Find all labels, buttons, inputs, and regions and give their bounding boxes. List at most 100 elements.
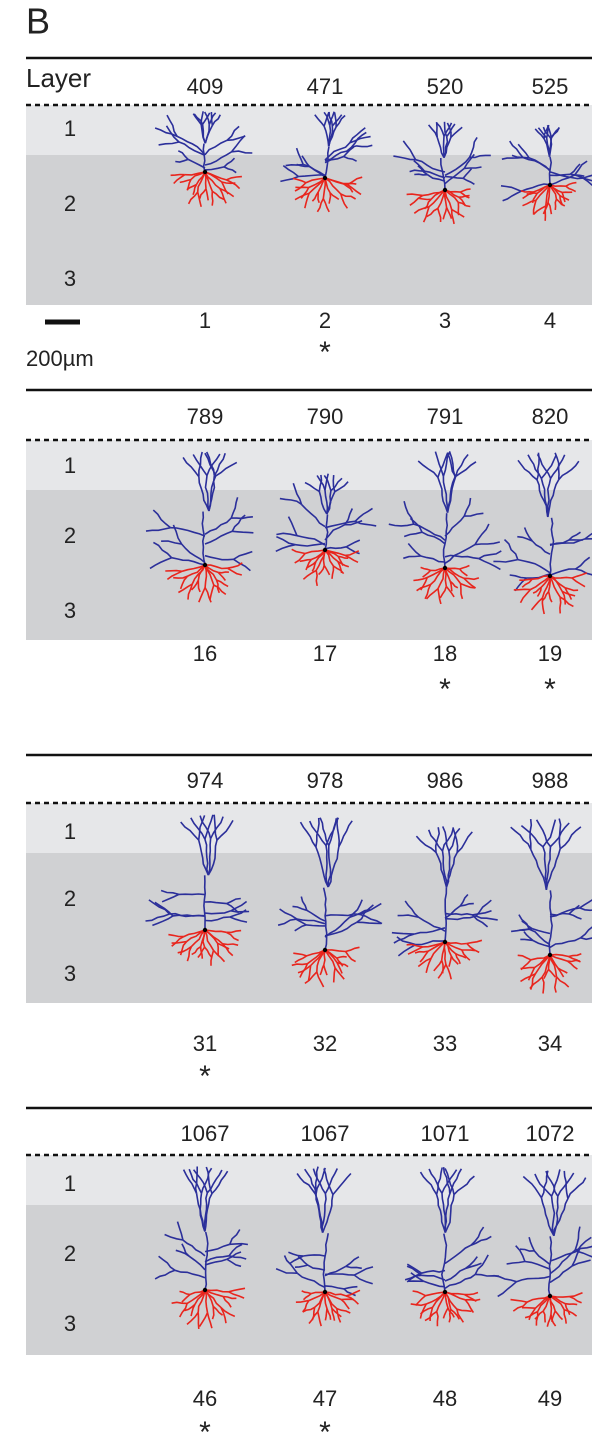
- layer-label: 2: [64, 886, 76, 911]
- layer-1-band: [26, 803, 592, 853]
- dendrite: [437, 1312, 438, 1327]
- dendrite: [286, 165, 304, 166]
- soma: [203, 928, 207, 932]
- soma: [323, 176, 327, 180]
- depth-label: 1072: [526, 1121, 575, 1146]
- layer-2-3-band: [26, 155, 592, 305]
- depth-label: 1067: [301, 1121, 350, 1146]
- soma: [443, 188, 447, 192]
- depth-label: 986: [427, 768, 464, 793]
- layer-1-band: [26, 105, 592, 155]
- cell-id: 48: [433, 1386, 457, 1411]
- dendrite: [522, 1308, 535, 1309]
- soma: [443, 1290, 447, 1294]
- cell-marker: *: [319, 336, 331, 369]
- dendrite: [444, 136, 445, 158]
- layer-label: 3: [64, 266, 76, 291]
- layer-label: 1: [64, 453, 76, 478]
- depth-label: 790: [307, 404, 344, 429]
- depth-label: 1071: [421, 1121, 470, 1146]
- depth-label: 791: [427, 404, 464, 429]
- layer-label: 3: [64, 961, 76, 986]
- cell-marker: *: [199, 1416, 211, 1438]
- depth-label: 525: [532, 74, 569, 99]
- soma: [203, 1288, 207, 1292]
- soma: [548, 574, 552, 578]
- cell-id: 47: [313, 1386, 337, 1411]
- cell-id: 16: [193, 641, 217, 666]
- dendrite: [230, 1244, 248, 1245]
- cell-id: 49: [538, 1386, 562, 1411]
- depth-label: 820: [532, 404, 569, 429]
- cell-id: 1: [199, 308, 211, 333]
- dendrite: [171, 175, 185, 176]
- depth-label: 988: [532, 768, 569, 793]
- layer-label: 2: [64, 191, 76, 216]
- cell-id: 17: [313, 641, 337, 666]
- cell-id: 3: [439, 308, 451, 333]
- cell-marker: *: [439, 673, 451, 706]
- layer-label: 1: [64, 819, 76, 844]
- depth-label: 978: [307, 768, 344, 793]
- scale-label: 200µm: [26, 346, 94, 371]
- dendrite: [567, 960, 580, 961]
- cell-id: 46: [193, 1386, 217, 1411]
- dendrite: [165, 571, 182, 572]
- depth-label: 520: [427, 74, 464, 99]
- cell-id: 18: [433, 641, 457, 666]
- layer-label: 2: [64, 1241, 76, 1266]
- dendrite: [212, 191, 213, 205]
- dendrite: [545, 206, 546, 221]
- dendrite: [445, 568, 446, 586]
- layer-label: 1: [64, 116, 76, 141]
- dendrite: [198, 1312, 199, 1329]
- depth-label: 1067: [181, 1121, 230, 1146]
- depth-label: 974: [187, 768, 224, 793]
- layer-1-band: [26, 1155, 592, 1205]
- layer-header: Layer: [26, 63, 91, 93]
- dendrite: [218, 572, 229, 573]
- dendrite: [179, 894, 205, 895]
- cell-id: 4: [544, 308, 556, 333]
- panel-label: B: [26, 1, 50, 42]
- soma: [323, 548, 327, 552]
- soma: [443, 940, 447, 944]
- layer-label: 1: [64, 1171, 76, 1196]
- dendrite: [316, 570, 317, 586]
- cell-id: 33: [433, 1031, 457, 1056]
- soma: [548, 1294, 552, 1298]
- soma: [203, 170, 207, 174]
- dendrite: [445, 913, 473, 915]
- soma: [443, 566, 447, 570]
- cell-id: 2: [319, 308, 331, 333]
- layer-label: 3: [64, 1311, 76, 1336]
- depth-label: 409: [187, 74, 224, 99]
- soma: [203, 563, 207, 567]
- cell-id: 19: [538, 641, 562, 666]
- cell-id: 31: [193, 1031, 217, 1056]
- cell-id: 34: [538, 1031, 562, 1056]
- soma: [323, 948, 327, 952]
- dendrite: [462, 950, 475, 951]
- dendrite: [465, 1299, 480, 1300]
- dendrite: [211, 112, 212, 125]
- soma: [548, 183, 552, 187]
- layer-label: 3: [64, 598, 76, 623]
- dendrite: [565, 1304, 577, 1305]
- cell-id: 32: [313, 1031, 337, 1056]
- soma: [323, 1290, 327, 1294]
- dendrite: [560, 597, 561, 613]
- layer-1-band: [26, 440, 592, 490]
- depth-label: 789: [187, 404, 224, 429]
- depth-label: 471: [307, 74, 344, 99]
- soma: [548, 953, 552, 957]
- cell-marker: *: [199, 1060, 211, 1093]
- dendrite: [514, 589, 531, 590]
- dendrite: [205, 172, 206, 189]
- cell-marker: *: [319, 1416, 331, 1438]
- dendrite: [419, 199, 431, 200]
- cell-marker: *: [544, 673, 556, 706]
- layer-label: 2: [64, 523, 76, 548]
- dendrite: [414, 174, 427, 175]
- dendrite: [445, 887, 446, 942]
